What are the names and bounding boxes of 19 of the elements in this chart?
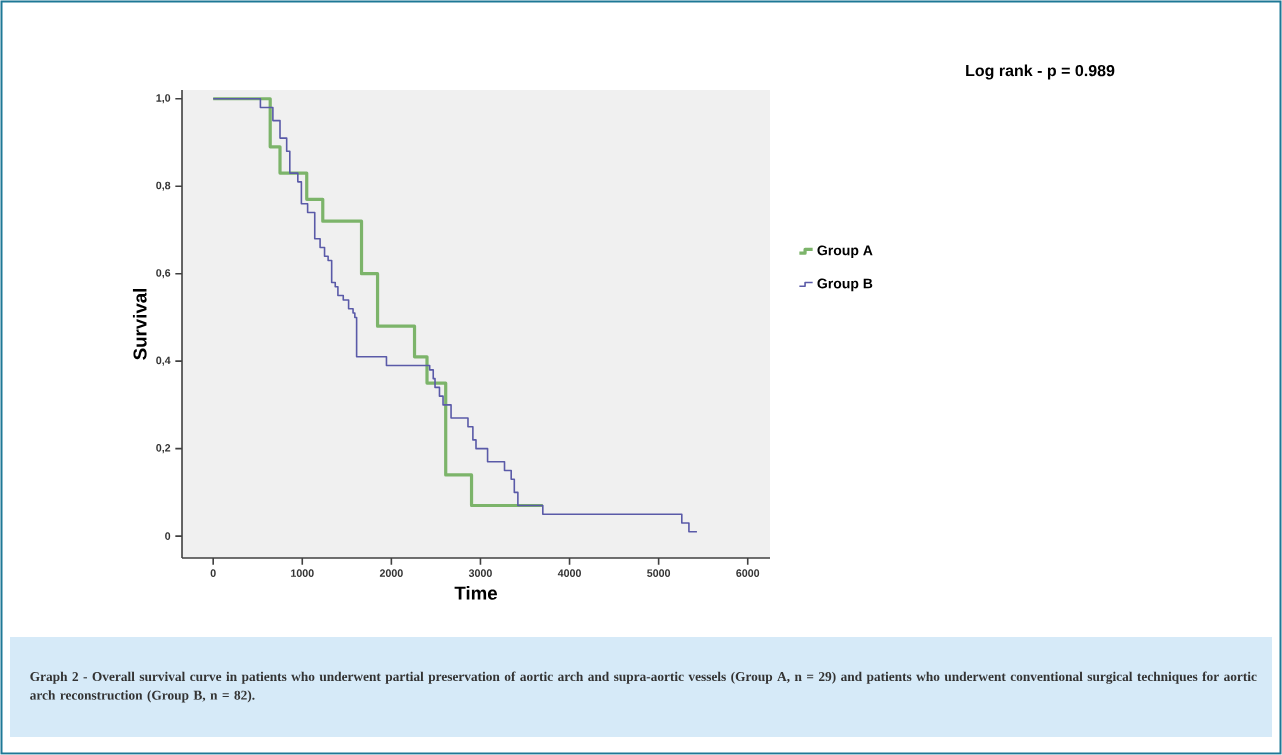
legend-label: Group A	[817, 245, 873, 259]
y-tick-label: 0	[165, 532, 171, 540]
x-axis-title: Time	[454, 586, 497, 600]
y-tick-label: 0,4	[156, 356, 171, 366]
y-tick-label: 0,8	[156, 181, 171, 191]
x-tick-label: 1000	[291, 569, 314, 577]
y-tick-label: 0,6	[156, 269, 171, 279]
legend-label: Group B	[817, 278, 873, 292]
x-tick-label: 6000	[736, 569, 760, 577]
y-tick-label: 1,0	[156, 94, 171, 104]
y-axis-title: Survival	[132, 288, 147, 360]
x-tick-label: 0	[210, 569, 216, 577]
text: Log rank - p = 0.989	[966, 64, 1115, 80]
y-tick-label: 0,2	[156, 444, 171, 454]
x-tick-label: 2000	[379, 569, 403, 577]
x-tick-label: 5000	[647, 569, 671, 577]
caption: Graph 2 - Overall survival curve in patients who underwent partial preservation of aortic arch and supra-aortic vessels (Group A, n = 29) and patients who underwent conventional surgical techniques for aortic arch reconstruction (Group B, n = 82).	[30, 671, 1257, 703]
x-tick-label: 4000	[557, 569, 581, 577]
x-tick-label: 3000	[468, 569, 492, 577]
